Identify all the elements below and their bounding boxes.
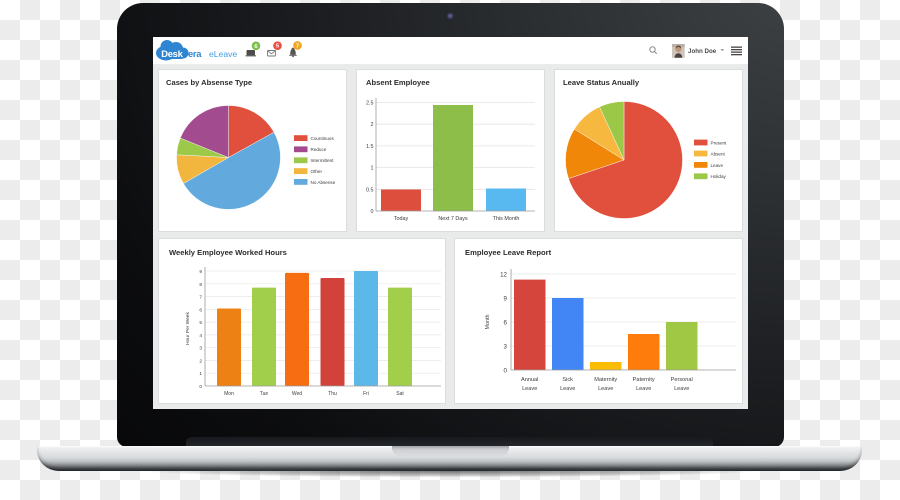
svg-text:Month: Month bbox=[485, 315, 491, 330]
svg-text:2: 2 bbox=[199, 358, 202, 364]
svg-text:Holiday: Holiday bbox=[711, 174, 727, 179]
svg-text:4: 4 bbox=[199, 333, 202, 339]
svg-text:Weekly Employee Worked Hours: Weekly Employee Worked Hours bbox=[169, 248, 287, 257]
svg-text:Personal: Personal bbox=[671, 377, 693, 383]
svg-text:12: 12 bbox=[500, 272, 507, 279]
svg-text:0.5: 0.5 bbox=[366, 187, 374, 193]
svg-text:1: 1 bbox=[199, 371, 202, 377]
svg-text:6: 6 bbox=[254, 44, 258, 50]
svg-text:eLeave: eLeave bbox=[209, 49, 237, 59]
svg-text:Annual: Annual bbox=[521, 377, 538, 383]
svg-text:Other: Other bbox=[311, 169, 323, 174]
svg-text:Wed: Wed bbox=[292, 391, 302, 397]
svg-text:Fri: Fri bbox=[363, 391, 369, 397]
svg-text:Leave: Leave bbox=[636, 386, 651, 392]
svg-text:6: 6 bbox=[199, 307, 202, 313]
svg-text:5: 5 bbox=[199, 320, 202, 326]
svg-text:Leave: Leave bbox=[598, 386, 613, 392]
svg-text:5: 5 bbox=[276, 44, 280, 50]
svg-text:Next 7 Days: Next 7 Days bbox=[438, 216, 468, 222]
svg-text:0: 0 bbox=[504, 368, 508, 375]
svg-text:Leave: Leave bbox=[711, 163, 724, 168]
svg-text:9: 9 bbox=[199, 269, 202, 275]
svg-text:6: 6 bbox=[504, 320, 508, 327]
svg-text:0: 0 bbox=[199, 384, 202, 390]
svg-text:Mon: Mon bbox=[224, 391, 234, 397]
svg-text:8: 8 bbox=[199, 282, 202, 288]
svg-text:Sick: Sick bbox=[562, 377, 573, 383]
svg-text:era: era bbox=[188, 48, 202, 59]
svg-text:Intermittent: Intermittent bbox=[311, 158, 335, 163]
svg-text:7: 7 bbox=[199, 295, 202, 301]
svg-text:Employee Leave Report: Employee Leave Report bbox=[465, 248, 552, 257]
svg-text:1: 1 bbox=[371, 166, 374, 172]
svg-text:Countinuos: Countinuos bbox=[311, 136, 335, 141]
svg-text:Leave: Leave bbox=[674, 386, 689, 392]
svg-text:Tue: Tue bbox=[260, 391, 269, 397]
svg-text:7: 7 bbox=[296, 43, 299, 49]
svg-text:0: 0 bbox=[371, 209, 374, 215]
svg-text:Leave: Leave bbox=[522, 386, 537, 392]
svg-text:Reduce: Reduce bbox=[311, 147, 327, 152]
svg-text:John Doe: John Doe bbox=[688, 48, 717, 55]
svg-text:Cases by Absense Type: Cases by Absense Type bbox=[166, 78, 252, 87]
svg-text:Today: Today bbox=[394, 216, 409, 222]
svg-text:No Absense: No Absense bbox=[311, 180, 336, 185]
svg-text:Paternity: Paternity bbox=[633, 377, 655, 383]
svg-text:Leave: Leave bbox=[560, 386, 575, 392]
svg-text:9: 9 bbox=[504, 296, 508, 303]
svg-text:2: 2 bbox=[371, 122, 374, 128]
svg-text:Maternity: Maternity bbox=[594, 377, 617, 383]
svg-text:Hour Per Week: Hour Per Week bbox=[185, 312, 191, 345]
svg-text:This Month: This Month bbox=[493, 216, 520, 222]
svg-text:Thu: Thu bbox=[328, 391, 337, 397]
svg-text:Leave Status Anually: Leave Status Anually bbox=[563, 78, 640, 87]
svg-text:Absent Employee: Absent Employee bbox=[366, 78, 430, 87]
svg-text:2.5: 2.5 bbox=[366, 101, 374, 107]
svg-text:Sat: Sat bbox=[396, 391, 404, 397]
svg-text:3: 3 bbox=[199, 346, 202, 352]
svg-text:Absent: Absent bbox=[711, 151, 726, 156]
svg-text:3: 3 bbox=[504, 344, 508, 351]
svg-text:Present: Present bbox=[711, 140, 728, 145]
svg-text:Desk: Desk bbox=[161, 48, 183, 59]
svg-text:1.5: 1.5 bbox=[366, 144, 374, 150]
